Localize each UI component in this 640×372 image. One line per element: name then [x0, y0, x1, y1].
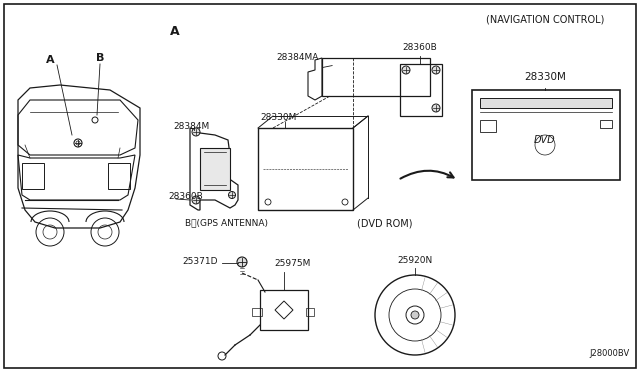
Text: B: B	[96, 53, 104, 63]
Text: 28330M: 28330M	[524, 72, 566, 82]
Circle shape	[228, 192, 236, 199]
Text: J28000BV: J28000BV	[589, 349, 630, 358]
Text: DVD: DVD	[534, 135, 556, 145]
Circle shape	[237, 257, 247, 267]
Bar	[306, 308, 314, 316]
Bar	[252, 308, 262, 316]
Bar	[322, 58, 430, 96]
Bar	[260, 290, 308, 330]
Text: (NAVIGATION CONTROL): (NAVIGATION CONTROL)	[486, 14, 604, 24]
Text: B　(GPS ANTENNA): B (GPS ANTENNA)	[185, 218, 268, 227]
Text: 25371D: 25371D	[182, 257, 218, 266]
Bar	[22, 163, 44, 189]
Bar	[480, 98, 612, 108]
Bar	[200, 148, 230, 190]
Text: 28330M: 28330M	[260, 113, 296, 122]
Text: (DVD ROM): (DVD ROM)	[357, 218, 413, 228]
Text: 28360B: 28360B	[403, 43, 437, 52]
Text: 28360B: 28360B	[168, 192, 203, 201]
Text: A: A	[170, 25, 180, 38]
Circle shape	[432, 66, 440, 74]
Circle shape	[192, 128, 200, 136]
Text: 28384MA: 28384MA	[277, 53, 319, 62]
Bar	[400, 64, 442, 116]
Bar	[108, 163, 130, 189]
Text: 25975M: 25975M	[275, 259, 311, 268]
Text: 28384M: 28384M	[173, 122, 209, 131]
Text: 25920N: 25920N	[397, 256, 433, 265]
Circle shape	[411, 311, 419, 319]
Circle shape	[402, 66, 410, 74]
Circle shape	[192, 196, 200, 204]
Bar	[600, 120, 612, 128]
Text: A: A	[45, 55, 54, 65]
Bar	[480, 120, 496, 132]
Circle shape	[432, 104, 440, 112]
Bar	[472, 90, 620, 180]
Bar	[258, 128, 353, 210]
